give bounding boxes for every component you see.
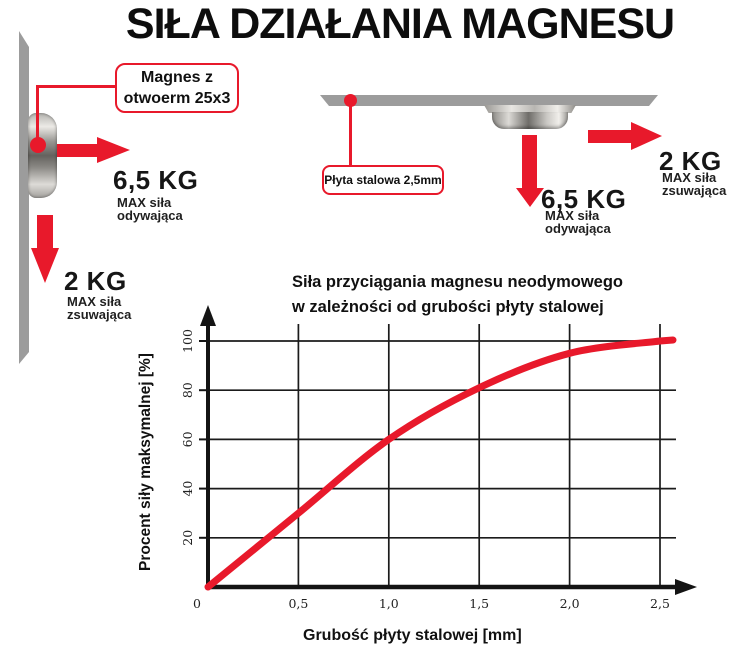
svg-text:1,5: 1,5: [469, 596, 489, 611]
slide-force-desc-line2: zsuwająca: [662, 183, 727, 198]
arrow-down-icon: [522, 135, 537, 188]
page-title: SIŁA DZIAŁANIA MAGNESU: [125, 0, 675, 48]
arrow-right-icon: [57, 144, 99, 157]
svg-text:0,5: 0,5: [288, 596, 308, 611]
slide-force-value: 2 KG: [659, 146, 722, 176]
svg-text:60: 60: [180, 431, 195, 447]
pull-force-desc-line2: odywająca: [545, 221, 611, 236]
magnet-callout-line2: otwoerm 25x3: [123, 90, 231, 107]
pull-force-value: 6,5 KG: [113, 165, 199, 195]
svg-text:80: 80: [180, 382, 195, 398]
slide-force-desc-line1: MAX siła: [662, 170, 717, 185]
pot-magnet-flange: [484, 105, 576, 113]
connector-dot: [30, 137, 46, 153]
slide-force-value: 2 KG: [64, 266, 127, 296]
slide-force-desc-line2: zsuwająca: [67, 307, 132, 322]
arrow-down-icon: [37, 215, 53, 249]
magnet-callout: Magnes z otwoerm 25x3: [115, 63, 239, 113]
svg-text:40: 40: [180, 481, 195, 497]
svg-text:100: 100: [180, 329, 195, 353]
pull-force-desc: MAX siła odywająca: [117, 196, 183, 222]
svg-text:1,0: 1,0: [379, 596, 399, 611]
svg-text:2,0: 2,0: [560, 596, 580, 611]
steel-plate-vertical: [19, 31, 29, 364]
pull-force-desc-line1: MAX siła: [117, 195, 172, 210]
arrow-down-head-icon: [31, 248, 59, 283]
svg-text:0: 0: [193, 596, 201, 611]
arrow-right-icon: [588, 130, 633, 143]
callout-connector-line: [36, 85, 116, 88]
chart-x-axis-label: Grubość płyty stalowej [mm]: [303, 627, 522, 644]
slide-force-desc-line1: MAX siła: [67, 294, 122, 309]
chart-title-line1: Siła przyciągania magnesu neodymowego: [292, 273, 624, 291]
line-chart: 20 40 60 80 100 0 0,5 1,0 1,5 2,0 2,5: [180, 305, 697, 611]
arrow-right-head-icon: [97, 137, 130, 163]
pot-magnet-side-view: [28, 113, 57, 198]
pot-magnet-hanging: [492, 112, 568, 129]
svg-text:20: 20: [180, 530, 195, 546]
arrow-down-head-icon: [516, 188, 544, 207]
pull-force-desc-line2: odywająca: [117, 208, 183, 223]
plate-callout: Płyta stalowa 2,5mm: [322, 165, 444, 195]
slide-force-desc: MAX siła zsuwająca: [662, 171, 726, 197]
magnet-callout-line1: Magnes z: [140, 69, 213, 86]
chart-title-line2: w zależności od grubości płyty stalowej: [292, 298, 604, 316]
pull-force-desc: MAX siła odywająca: [545, 209, 611, 235]
arrow-right-head-icon: [631, 122, 662, 150]
chart-title: Siła przyciągania magnesu neodymowego w …: [292, 270, 623, 320]
callout-connector-line: [349, 103, 352, 166]
svg-text:2,5: 2,5: [650, 596, 670, 611]
callout-connector-line: [36, 85, 39, 140]
connector-dot: [344, 94, 357, 107]
pull-force-desc-line1: MAX siła: [545, 208, 600, 223]
slide-force-desc: MAX siła zsuwająca: [67, 295, 131, 321]
pull-force-value: 6,5 KG: [541, 184, 627, 214]
steel-plate-horizontal: [320, 95, 658, 106]
